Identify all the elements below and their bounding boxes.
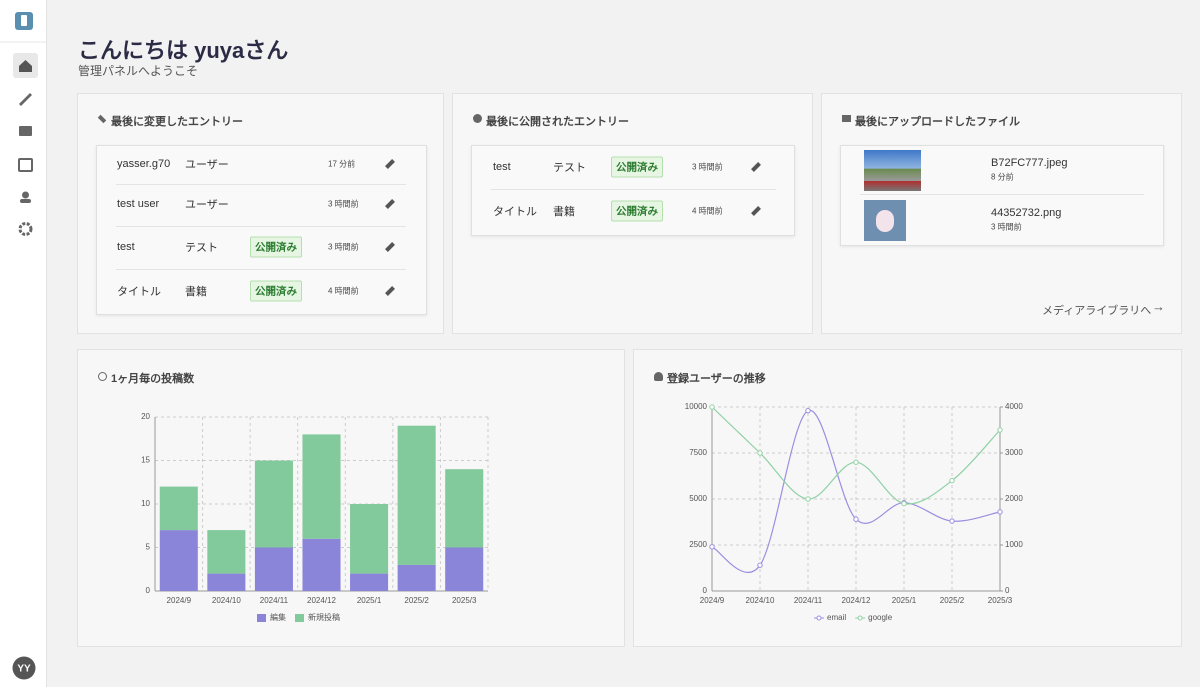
row-separator: [491, 189, 776, 190]
file-time: 8 分前: [991, 172, 1014, 182]
title-icon: [98, 372, 107, 381]
entry-type: ユーザー: [185, 199, 229, 211]
status-badge: 公開済み: [611, 156, 663, 178]
entry-name: test: [117, 241, 135, 253]
thumbnail[interactable]: [864, 150, 921, 191]
entry-type: 書籍: [185, 286, 207, 298]
entry-type: ユーザー: [185, 159, 229, 171]
row-separator: [860, 194, 1144, 195]
title-icon: [654, 372, 663, 381]
entry-name: test: [493, 161, 511, 173]
card-title: 最後にアップロードしたファイル: [855, 116, 1020, 128]
card-uploads: 最後にアップロードしたファイル メディアライブラリへ →: [821, 93, 1182, 334]
row-separator: [116, 225, 406, 227]
entry-time: 4 時間前: [692, 206, 723, 216]
status-badge: 公開済み: [250, 280, 302, 302]
file-name: B72FC777.jpeg: [991, 157, 1068, 169]
card-title: 最後に公開されたエントリー: [486, 116, 629, 128]
entry-name: タイトル: [493, 206, 537, 218]
sidebar: YY: [0, 0, 47, 687]
page-subtitle: 管理パネルへようこそ: [78, 64, 199, 78]
entry-name: test user: [117, 198, 160, 210]
nav-home[interactable]: [19, 60, 32, 72]
nav-users[interactable]: [22, 191, 29, 199]
entry-type: 書籍: [553, 206, 575, 218]
file-name: 44352732.png: [991, 207, 1062, 219]
nav-entries[interactable]: [19, 93, 32, 106]
entry-time: 4 時間前: [328, 286, 359, 296]
title-icon: [842, 115, 851, 122]
card-title: 最後に変更したエントリー: [111, 116, 243, 128]
nav-media[interactable]: [19, 126, 32, 136]
card-users-chart: 登録ユーザーの推移: [633, 349, 1182, 647]
logo-mark: [21, 15, 27, 26]
status-badge: 公開済み: [611, 200, 663, 222]
row-separator: [116, 184, 406, 185]
thumbnail[interactable]: [864, 200, 906, 241]
nav-layout[interactable]: [18, 158, 33, 172]
file-time: 3 時間前: [991, 222, 1022, 232]
avatar-initials: YY: [17, 664, 31, 675]
entry-time: 3 時間前: [692, 162, 723, 172]
card-recent-edits: 最後に変更したエントリー: [77, 93, 444, 334]
media-link[interactable]: メディアライブラリへ: [1042, 305, 1152, 317]
status-badge: 公開済み: [250, 236, 302, 258]
sidebar-icons: YY: [0, 12, 46, 680]
entry-type: テスト: [185, 242, 218, 254]
title-icon: [97, 114, 107, 124]
card-posts-chart: 1ヶ月毎の投稿数: [77, 349, 625, 647]
entry-name: タイトル: [117, 286, 161, 298]
entry-type: テスト: [553, 162, 586, 174]
card-title: 1ヶ月毎の投稿数: [111, 373, 195, 385]
page-title: こんにちは yuyaさん: [78, 38, 289, 63]
entry-time: 17 分前: [328, 159, 356, 169]
card-title: 登録ユーザーの推移: [667, 373, 766, 385]
entry-time: 3 時間前: [328, 242, 359, 252]
entry-name: yasser.g70: [117, 158, 171, 170]
entry-time: 3 時間前: [328, 199, 359, 209]
nav-users-body: [20, 199, 31, 203]
title-icon: [473, 114, 482, 123]
nav-settings[interactable]: [18, 222, 33, 236]
avatar[interactable]: [12, 656, 36, 680]
arrow-icon[interactable]: →: [1152, 299, 1165, 314]
row-separator: [116, 269, 406, 270]
